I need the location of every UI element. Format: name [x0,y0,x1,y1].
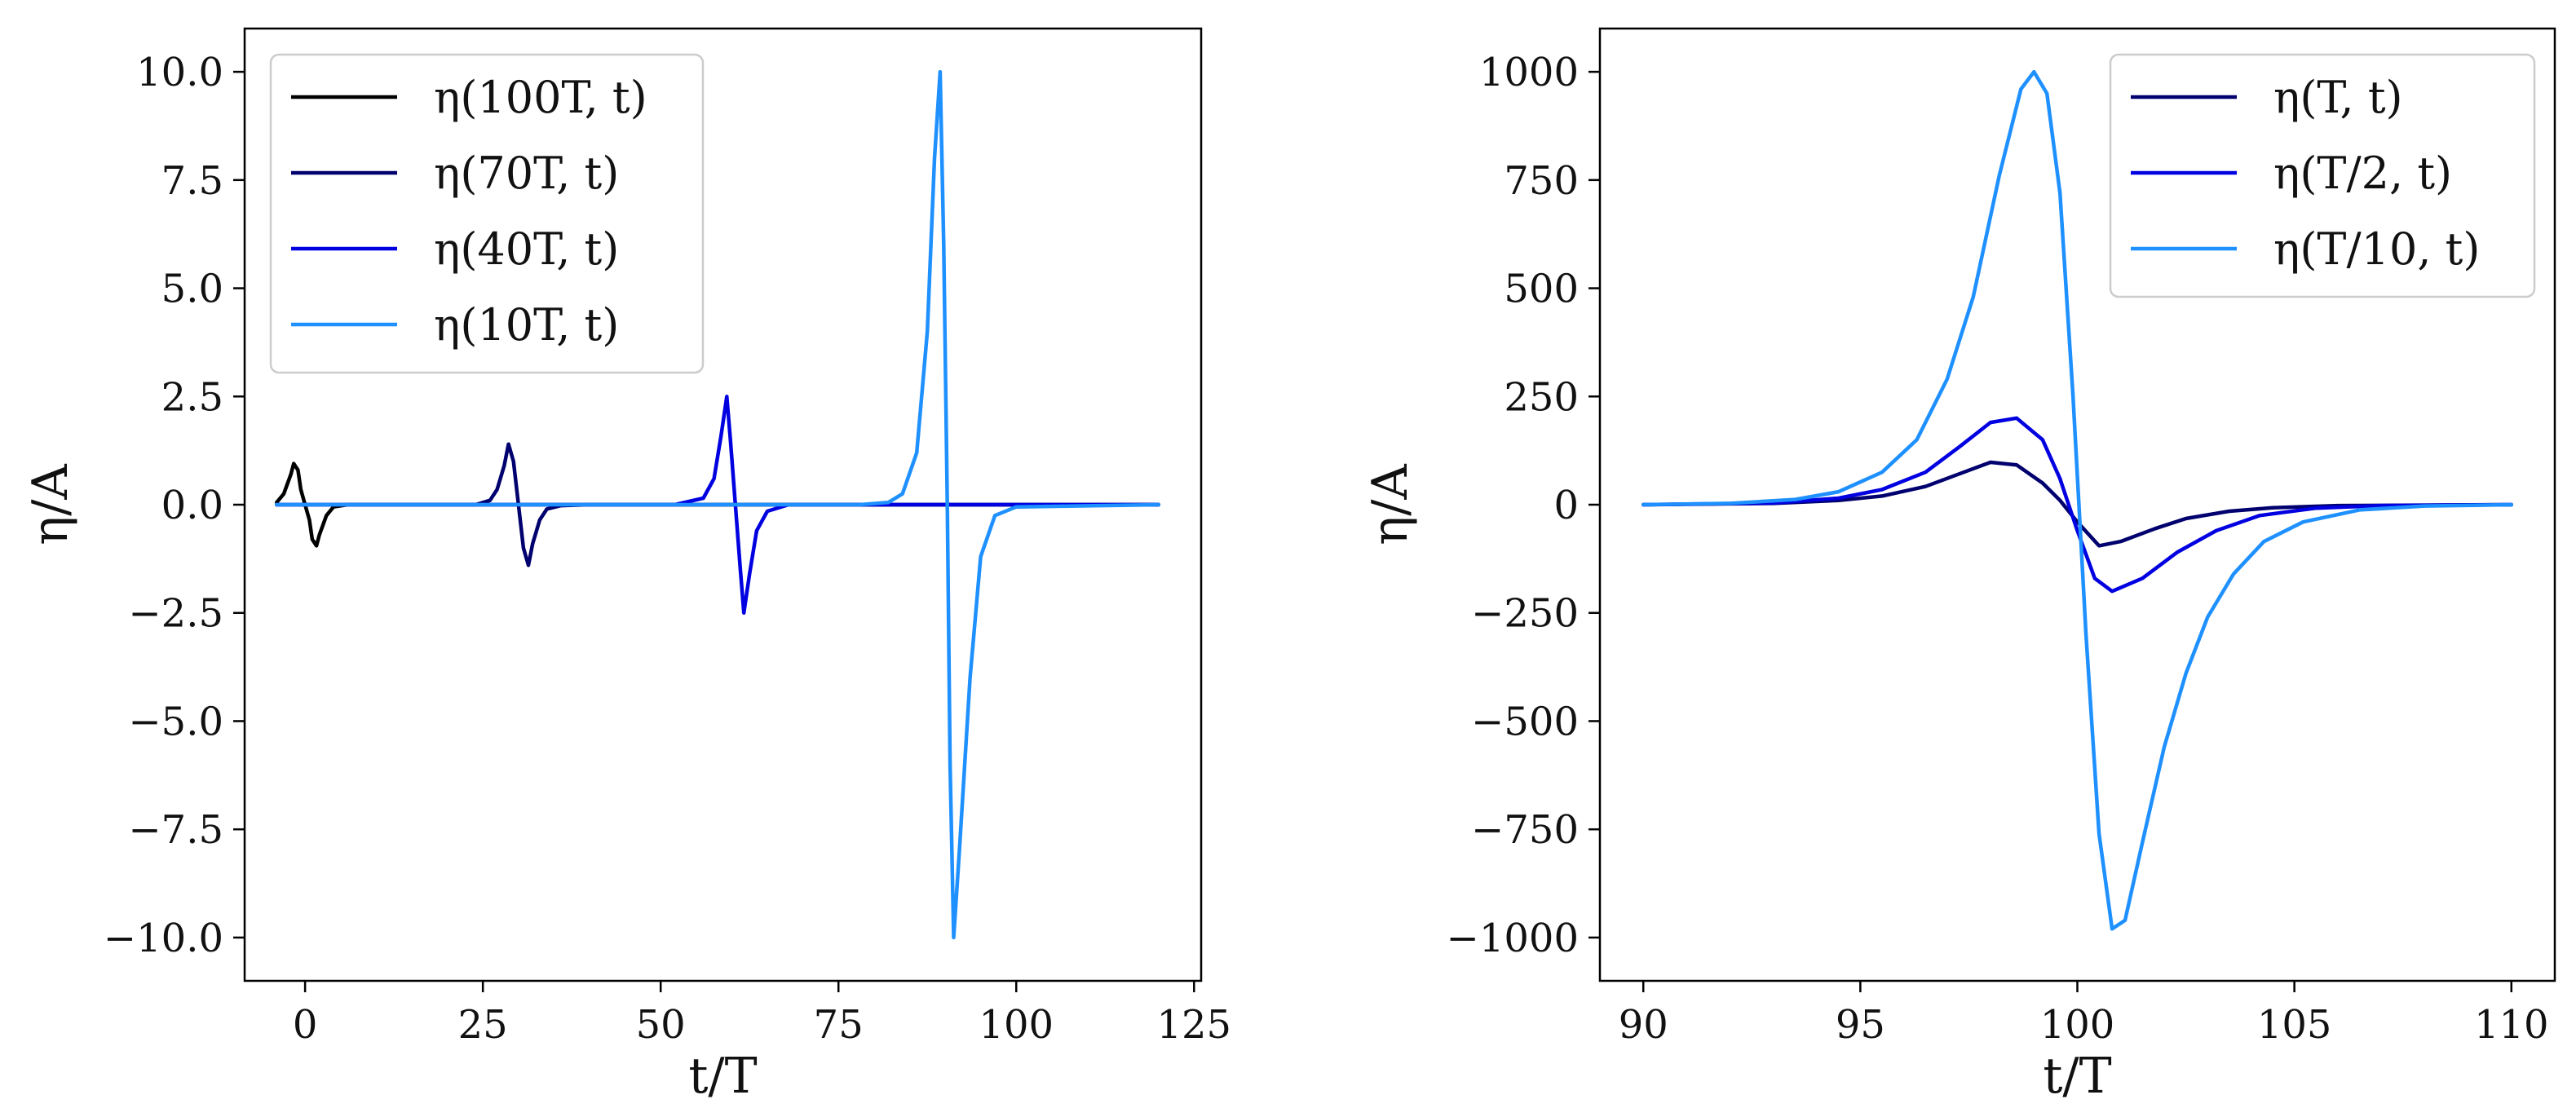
x-tick-label: 100 [2040,1002,2115,1048]
x-tick-label: 75 [814,1002,864,1048]
y-tick-label: 0 [1553,483,1579,528]
x-axis-label: t/T [688,1048,757,1105]
y-tick-label: 750 [1504,158,1579,204]
x-axis-label: t/T [2043,1048,2111,1105]
y-tick-label: 0.0 [161,483,223,528]
y-tick-label: −7.5 [128,807,223,853]
legend-label: η(10T, t) [434,299,619,351]
x-tick-label: 100 [979,1002,1054,1048]
legend-label: η(40T, t) [434,223,619,275]
y-tick-label: 1000 [1479,50,1579,95]
y-tick-label: −500 [1471,699,1579,744]
legend-label: η(T, t) [2273,72,2403,123]
y-tick-label: 5.0 [161,267,223,312]
y-tick-label: −1000 [1447,916,1579,961]
x-tick-label: 0 [293,1002,318,1048]
series-line-2 [274,442,1160,567]
x-tick-label: 105 [2257,1002,2332,1048]
x-tick-label: 125 [1156,1002,1231,1048]
legend-box [269,53,705,374]
y-tick-label: −2.5 [128,591,223,637]
legend: η(100T, t) η(70T, t) η(40T, t) η(10T, t) [269,53,705,374]
x-tick-label: 25 [458,1002,508,1048]
series-line-3 [1641,69,2514,931]
y-tick-label: −5.0 [128,699,223,744]
x-tick-label: 90 [1619,1002,1668,1048]
legend-label: η(100T, t) [434,72,647,123]
y-tick-label: 500 [1504,267,1579,312]
x-tick-label: 95 [1836,1002,1885,1048]
legend-label: η(T/2, t) [2273,148,2452,199]
y-tick-label: 250 [1504,374,1579,420]
legend-box [2109,53,2536,298]
y-tick-label: 7.5 [161,158,223,204]
y-tick-label: −10.0 [104,916,223,961]
chart-panel-1: 0 25 50 75 100 125 −10.0 −7.5 −5.0 −2.5 0.0 2.5 5.0 7… [22,27,1231,1105]
x-tick-label: 50 [636,1002,686,1048]
y-axis-label: η/A [1362,464,1419,545]
y-tick-label: 2.5 [161,374,223,420]
series-line-4 [274,69,1160,940]
series-line-2 [1641,416,2514,594]
legend-label: η(70T, t) [434,148,619,199]
y-axis-label: η/A [22,464,79,545]
series-line-1 [274,461,1160,548]
legend-label: η(T/10, t) [2273,223,2480,275]
x-tick-label: 110 [2474,1002,2549,1048]
y-tick-label: −750 [1471,807,1579,853]
series-line-1 [1641,460,2514,548]
y-tick-label: −250 [1471,591,1579,637]
legend: η(T, t) η(T/2, t) η(T/10, t) [2109,53,2536,298]
chart-panel-2: 90 95 100 105 110 −1000 −750 −500 −250 0 250 500 750… [1362,27,2556,1105]
y-tick-label: 10.0 [136,50,223,95]
